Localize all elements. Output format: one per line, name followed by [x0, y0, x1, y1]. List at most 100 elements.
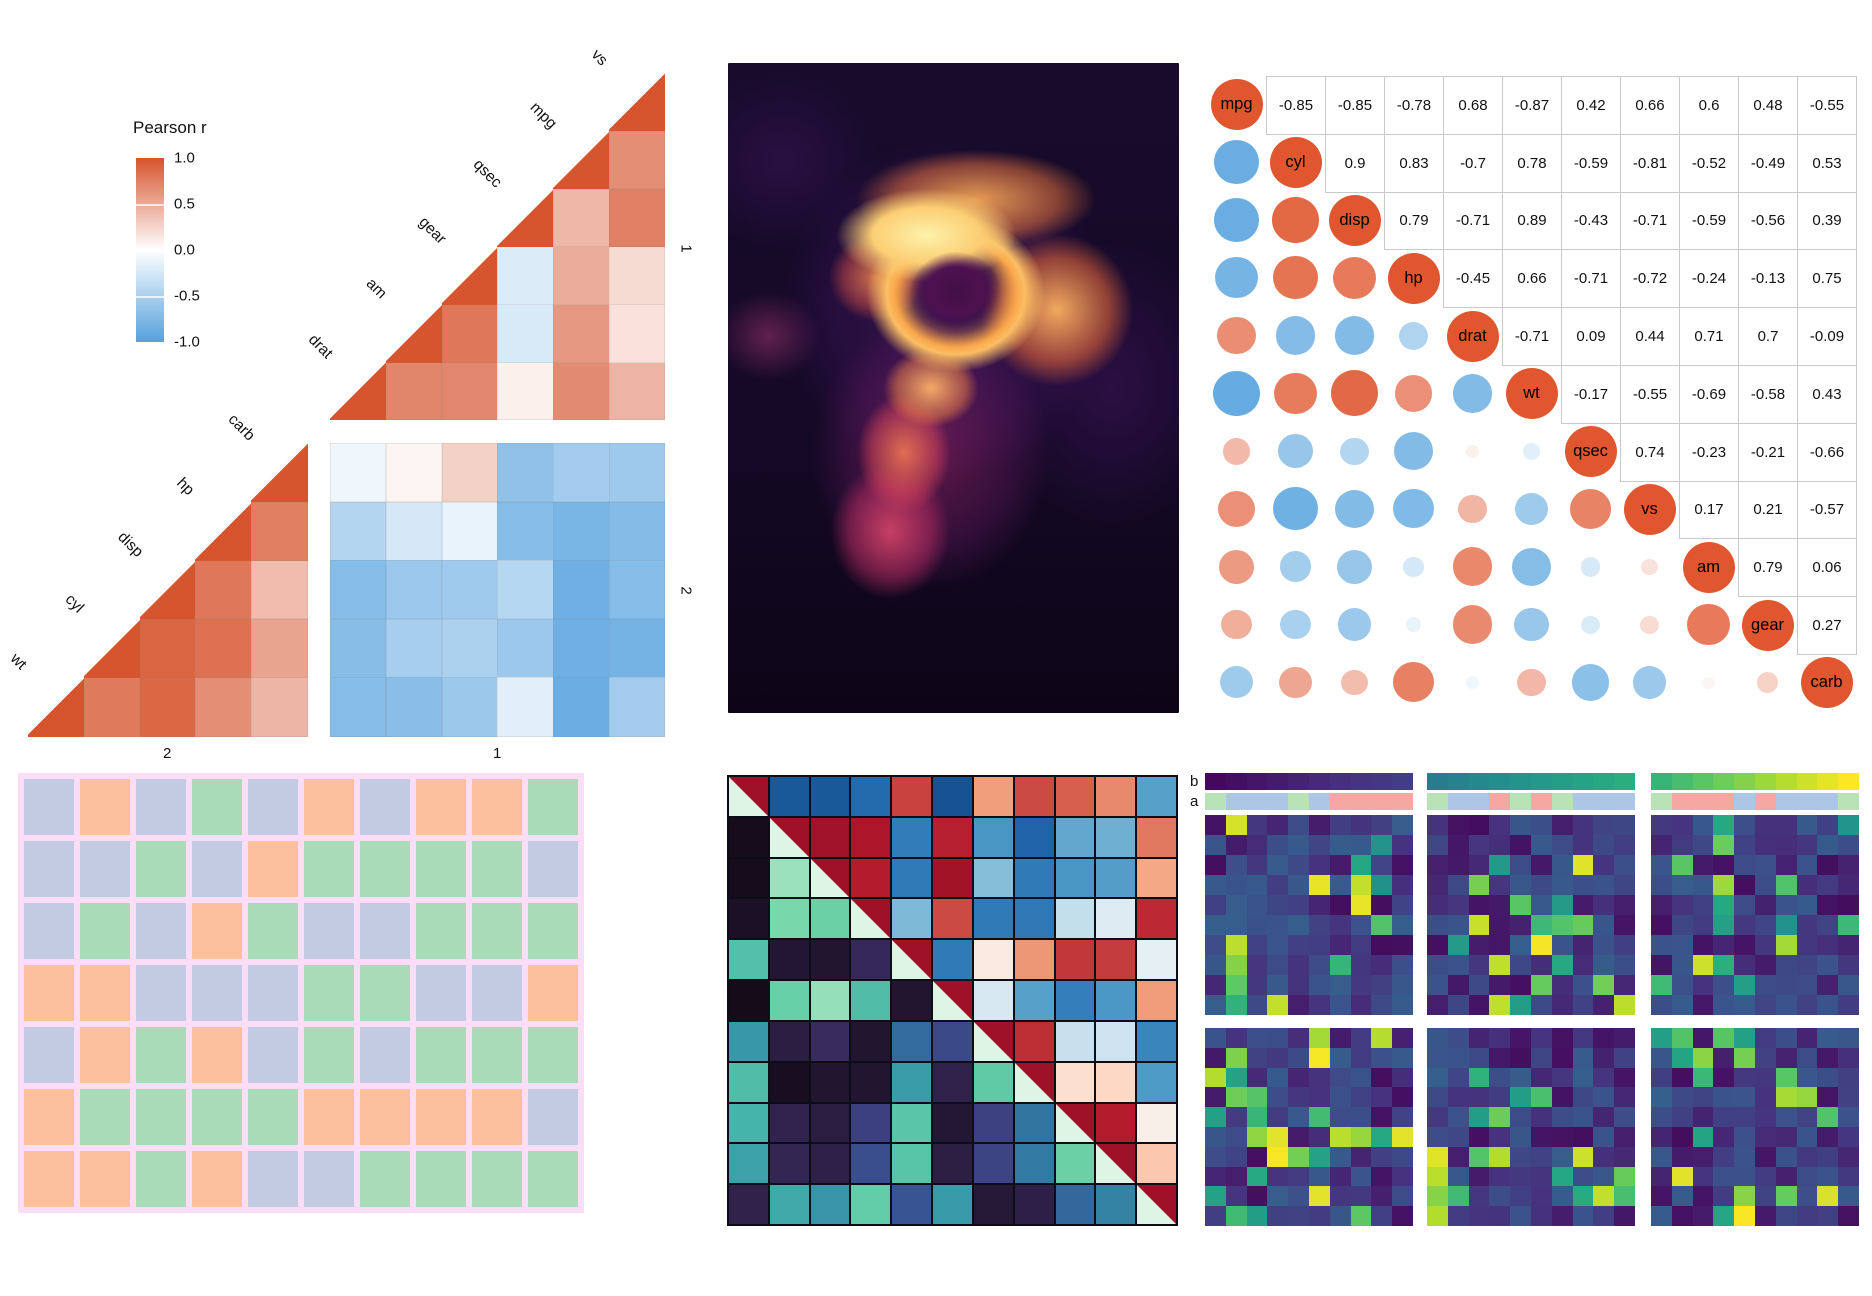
legend-colorbar: [136, 158, 164, 342]
viridis-cell: [1754, 1166, 1776, 1187]
viridis-cell: [1651, 955, 1672, 975]
viridis-cell: [1775, 1047, 1797, 1068]
viridis-cell: [1551, 1206, 1573, 1226]
viridis-cell: [1572, 1087, 1594, 1108]
correlation-circle: [1702, 676, 1715, 689]
annotation-b-segment: [1671, 773, 1693, 790]
correlation-value-cell: -0.24: [1679, 249, 1739, 309]
viridis-cell: [1350, 1186, 1372, 1207]
diagonal-variable-circle: [1741, 599, 1794, 651]
viridis-cell: [1288, 1166, 1309, 1187]
viridis-cell: [1551, 1166, 1573, 1187]
viridis-cell: [1754, 1146, 1776, 1167]
viridis-cell: [1392, 895, 1413, 915]
annotation-a-segment: [1246, 793, 1268, 810]
correlation-value-cell: -0.55: [1797, 76, 1857, 135]
viridis-cell: [1551, 935, 1573, 955]
matrix-cell: [1137, 1062, 1176, 1102]
viridis-cell: [1713, 855, 1735, 875]
matrix-cell: [1137, 777, 1176, 816]
viridis-cell: [1671, 835, 1693, 855]
viridis-cell: [1734, 1166, 1755, 1187]
viridis-cell: [1225, 895, 1247, 915]
mosaic-cell: [304, 779, 354, 835]
viridis-cell: [1350, 1067, 1372, 1088]
matrix-cell: [1096, 817, 1136, 857]
viridis-cell: [1614, 915, 1635, 935]
viridis-cell: [1796, 1166, 1818, 1187]
heatmap-cell: [330, 677, 387, 737]
matrix-cell: [892, 1062, 932, 1102]
diagonal-triangle-cell: [609, 73, 666, 132]
heatmap-cell: [441, 560, 498, 620]
viridis-cell: [1392, 1087, 1413, 1108]
matrix-cell: [892, 1021, 932, 1061]
viridis-cell: [1225, 835, 1247, 855]
heatmap-cell: [609, 501, 666, 561]
viridis-cell: [1817, 1047, 1839, 1068]
matrix-cell: [769, 1062, 809, 1102]
viridis-cell: [1713, 1126, 1735, 1147]
mosaic-cell: [24, 779, 74, 835]
annotation-b-segment: [1817, 773, 1839, 790]
viridis-cell: [1427, 935, 1448, 955]
viridis-cell: [1754, 1206, 1776, 1226]
viridis-cell: [1734, 895, 1755, 915]
matrix-cell: [851, 1144, 891, 1184]
viridis-cell: [1329, 995, 1351, 1015]
viridis-cell: [1308, 1028, 1330, 1048]
viridis-cell: [1614, 935, 1635, 955]
viridis-cell: [1371, 1107, 1393, 1127]
viridis-cell: [1713, 915, 1735, 935]
viridis-cell: [1651, 1206, 1672, 1226]
mosaic-cell: [360, 841, 410, 897]
viridis-cell: [1371, 1126, 1393, 1147]
viridis-cell: [1817, 895, 1839, 915]
heatmap-cell: [139, 677, 196, 737]
viridis-cell: [1593, 1146, 1615, 1167]
correlation-circle: [1222, 437, 1251, 465]
viridis-cell: [1371, 955, 1393, 975]
legend-tick-mark: [136, 296, 164, 298]
viridis-cell: [1817, 1028, 1839, 1048]
viridis-cell: [1308, 1067, 1330, 1088]
matrix-cell: [729, 940, 768, 980]
viridis-cell: [1447, 935, 1469, 955]
viridis-cell: [1551, 1047, 1573, 1068]
correlation-circle: [1274, 372, 1317, 414]
viridis-cell: [1754, 1028, 1776, 1048]
viridis-cell: [1350, 855, 1372, 875]
mosaic-cell: [472, 841, 522, 897]
annotation-a-segment: [1713, 793, 1735, 810]
viridis-cell: [1350, 915, 1372, 935]
viridis-cell: [1308, 875, 1330, 895]
correlation-value-cell: -0.71: [1561, 249, 1621, 309]
viridis-cell: [1671, 1087, 1693, 1108]
viridis-cell: [1713, 1186, 1735, 1207]
matrix-cell: [810, 1021, 850, 1061]
viridis-cell: [1651, 1028, 1672, 1048]
correlation-value-cell: 0.89: [1502, 191, 1562, 251]
viridis-cell: [1447, 1047, 1469, 1068]
annotation-b-segment: [1775, 773, 1797, 790]
viridis-cell: [1246, 1126, 1268, 1147]
correlation-value-cell: 0.79: [1738, 538, 1798, 598]
mosaic-cell: [528, 1089, 578, 1145]
correlation-value-cell: -0.71: [1443, 191, 1503, 251]
viridis-cell: [1775, 1087, 1797, 1108]
matrix-cell: [1014, 1021, 1054, 1061]
annotation-a-segment: [1392, 793, 1413, 810]
annotation-b-segment: [1530, 773, 1552, 790]
viridis-cell: [1692, 1186, 1714, 1207]
legend-tick: 0.5: [174, 195, 195, 213]
viridis-cell: [1267, 915, 1289, 935]
matrix-cell: [1096, 1021, 1136, 1061]
viridis-cell: [1572, 815, 1594, 835]
viridis-cell: [1246, 815, 1268, 835]
viridis-cell: [1427, 955, 1448, 975]
viridis-cell: [1427, 1146, 1448, 1167]
viridis-cell: [1614, 1186, 1635, 1207]
split-diagonal-cell: [892, 940, 932, 980]
viridis-cell: [1447, 915, 1469, 935]
heatmap-cell: [385, 443, 443, 503]
